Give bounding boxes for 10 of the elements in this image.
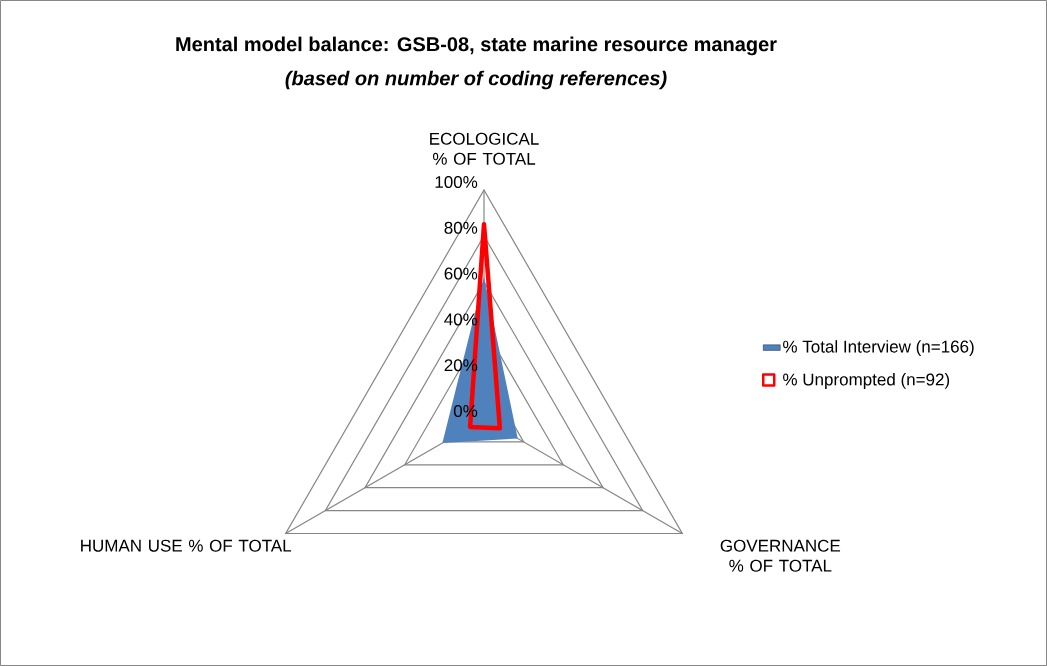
chart-subtitle: (based on number of coding references) [285, 70, 667, 90]
spoke-label: GOVERNANCE % OF TOTAL [720, 539, 841, 572]
spoke-label: ECOLOGICAL % OF TOTAL [430, 132, 539, 165]
legend-label: % Unprompted (n=92) [783, 373, 950, 389]
y-tick-label: 60% [444, 267, 478, 280]
legend-label: % Total Interview (n=166) [783, 340, 974, 357]
spoke-label: HUMAN USE % OF TOTAL [81, 539, 292, 552]
chart-title: Mental model balance: GSB-08, state marine resource manager [176, 36, 777, 56]
y-tick-label: 80% [444, 221, 478, 234]
y-tick-label: 100% [435, 175, 478, 189]
